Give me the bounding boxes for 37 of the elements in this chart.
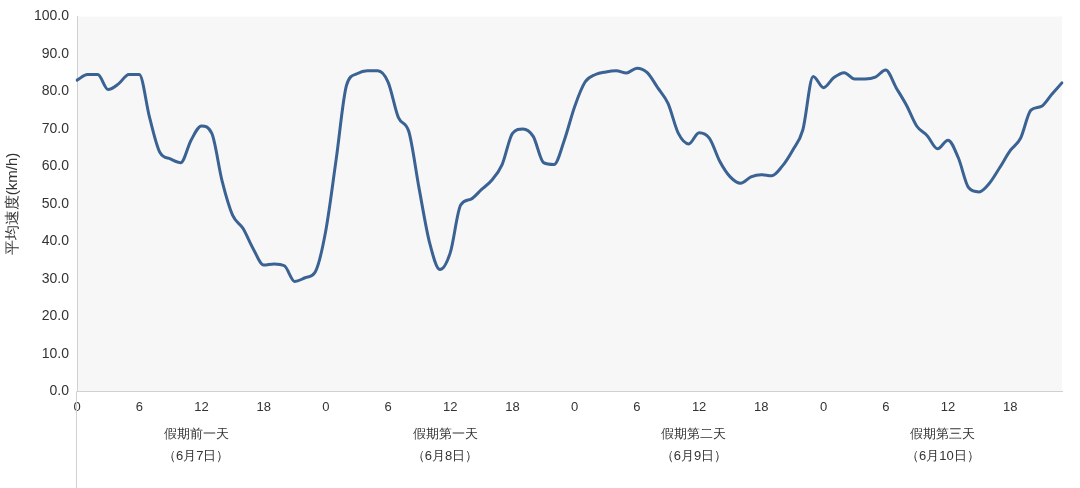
- x-tick-label: 18: [256, 398, 271, 414]
- x-tick-label: 18: [1002, 398, 1018, 414]
- x-tick-label: 12: [691, 398, 707, 414]
- y-axis-title: 平均速度(km/h): [3, 152, 21, 256]
- x-tick-label: 6: [384, 398, 392, 414]
- text: （6月10日）: [905, 447, 980, 463]
- x-tick-label: 12: [940, 398, 956, 414]
- text: （6月9日）: [660, 447, 728, 463]
- y-tick-label: 20.0: [41, 307, 70, 324]
- x-tick-label: 0: [571, 398, 579, 414]
- x-tick-label: 6: [135, 398, 143, 414]
- y-tick-label: 60.0: [41, 157, 70, 174]
- x-tick-label: 6: [882, 398, 890, 414]
- text: 假期第二天: [661, 425, 727, 441]
- x-tick-label: 0: [73, 398, 81, 414]
- x-tick-label: 18: [505, 398, 520, 414]
- text: 假期第三天: [910, 425, 976, 441]
- text: 假期前一天: [163, 425, 229, 441]
- y-tick-label: 0.0: [49, 382, 70, 399]
- y-tick-label: 100.0: [33, 7, 70, 24]
- text: （6月8日）: [411, 447, 479, 463]
- y-tick-label: 40.0: [41, 232, 70, 249]
- y-tick-label: 30.0: [41, 269, 70, 286]
- y-tick-label: 80.0: [41, 82, 70, 99]
- y-tick-label: 90.0: [41, 44, 70, 61]
- x-tick-label: 18: [754, 398, 769, 414]
- text: （6月7日）: [163, 447, 230, 463]
- x-tick-label: 12: [443, 398, 458, 414]
- y-tick-label: 70.0: [41, 119, 70, 136]
- x-tick-label: 0: [819, 398, 828, 414]
- x-tick-label: 6: [633, 398, 641, 414]
- y-tick-label: 50.0: [41, 194, 70, 211]
- x-tick-label: 0: [322, 398, 330, 414]
- line-series: [75, 66, 1064, 284]
- y-tick-label: 10.0: [41, 344, 70, 361]
- x-tick-label: 12: [194, 398, 209, 414]
- text: 假期第一天: [412, 425, 478, 441]
